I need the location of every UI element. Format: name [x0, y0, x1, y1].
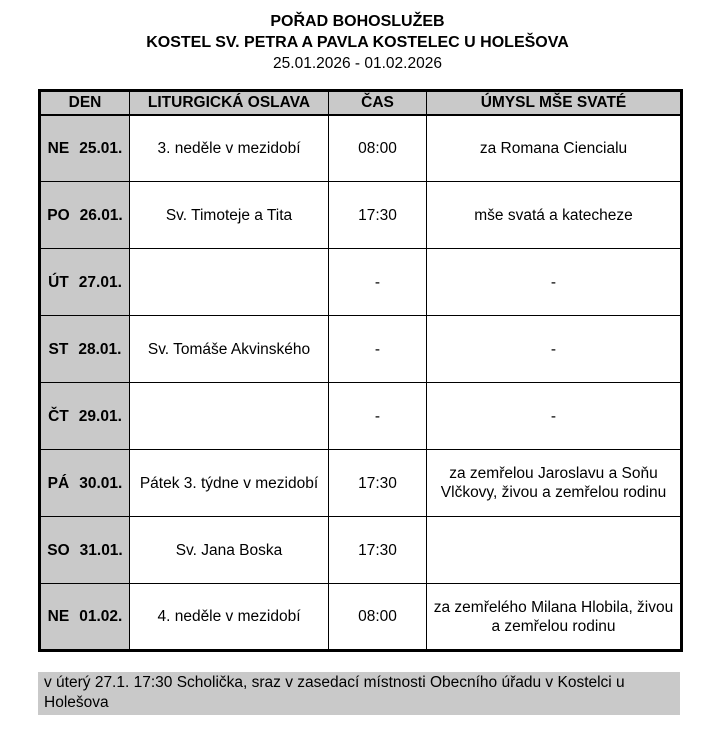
intention-cell: -: [426, 382, 682, 450]
table-row: NE 25.01. 3. neděle v mezidobí 08:00 za R…: [39, 114, 682, 182]
title-block: POŘAD BOHOSLUŽEB KOSTEL SV. PETRA A PAVL…: [0, 12, 715, 74]
time-cell: 08:00: [328, 114, 427, 182]
footer-note: v úterý 27.1. 17:30 Scholička, sraz v za…: [38, 672, 680, 715]
column-header-umysl: ÚMYSL MŠE SVATÉ: [426, 90, 682, 116]
table-row: PÁ 30.01. Pátek 3. týdne v mezidobí 17:30…: [39, 449, 682, 517]
intention-cell: za Romana Ciencialu: [426, 114, 682, 182]
day-date: 27.01.: [78, 273, 122, 291]
celebration-cell: Pátek 3. týdne v mezidobí: [129, 449, 329, 517]
day-date: 30.01.: [79, 474, 123, 492]
day-abbr: PÁ: [47, 474, 70, 492]
day-date: 29.01.: [78, 407, 122, 425]
day-cell: ČT 29.01.: [39, 382, 130, 450]
day-abbr: ST: [48, 340, 69, 358]
day-abbr: SO: [47, 541, 70, 559]
time-cell: 17:30: [328, 449, 427, 517]
day-abbr: NE: [47, 608, 70, 625]
intention-cell: -: [426, 248, 682, 316]
intention-cell: za zemřelého Milana Hlobila, živou a zem…: [426, 583, 682, 651]
celebration-cell: Sv. Tomáše Akvinského: [129, 315, 329, 383]
celebration-cell: 4. neděle v mezidobí: [129, 583, 329, 651]
time-cell: 17:30: [328, 516, 427, 584]
table-row: SO 31.01. Sv. Jana Boska 17:30: [39, 516, 682, 584]
day-cell: PO 26.01.: [39, 181, 130, 249]
day-cell: ST 28.01.: [39, 315, 130, 383]
intention-cell: -: [426, 315, 682, 383]
day-abbr: NE: [47, 139, 70, 157]
day-cell: NE 01.02.: [39, 583, 130, 651]
table-row: NE 01.02. 4. neděle v mezidobí 08:00 za z…: [39, 583, 682, 651]
column-header-cas: ČAS: [328, 90, 427, 116]
day-date: 01.02.: [79, 608, 123, 625]
celebration-cell: Sv. Jana Boska: [129, 516, 329, 584]
day-date: 25.01.: [79, 139, 123, 157]
time-cell: -: [328, 315, 427, 383]
celebration-cell: [129, 382, 329, 450]
celebration-cell: Sv. Timoteje a Tita: [129, 181, 329, 249]
date-range: 25.01.2026 - 01.02.2026: [273, 55, 442, 72]
column-header-liturgicka-oslava: LITURGICKÁ OSLAVA: [129, 90, 329, 116]
table-row: PO 26.01. Sv. Timoteje a Tita 17:30 mše s…: [39, 181, 682, 249]
intention-cell: za zemřelou Jaroslavu a Soňu Vlčkovy, ži…: [426, 449, 682, 517]
time-cell: 08:00: [328, 583, 427, 651]
page-subtitle: KOSTEL SV. PETRA A PAVLA KOSTELEC U HOLE…: [146, 34, 569, 51]
header-row: DEN LITURGICKÁ OSLAVA ČAS ÚMYSL MŠE SVAT…: [39, 90, 682, 116]
time-cell: -: [328, 382, 427, 450]
day-cell: ÚT 27.01.: [39, 248, 130, 316]
table-row: ST 28.01. Sv. Tomáše Akvinského - -: [39, 315, 682, 383]
intention-cell: [426, 516, 682, 584]
column-header-den: DEN: [39, 90, 130, 116]
schedule-table: DEN LITURGICKÁ OSLAVA ČAS ÚMYSL MŠE SVAT…: [38, 89, 683, 652]
celebration-cell: [129, 248, 329, 316]
day-abbr: ÚT: [48, 273, 69, 291]
day-date: 26.01.: [79, 206, 123, 224]
table-row: ČT 29.01. - -: [39, 382, 682, 450]
day-cell: PÁ 30.01.: [39, 449, 130, 517]
table-row: ÚT 27.01. - -: [39, 248, 682, 316]
day-date: 28.01.: [78, 340, 122, 358]
day-cell: SO 31.01.: [39, 516, 130, 584]
time-cell: 17:30: [328, 181, 427, 249]
day-cell: NE 25.01.: [39, 114, 130, 182]
celebration-cell: 3. neděle v mezidobí: [129, 114, 329, 182]
day-abbr: ČT: [48, 407, 69, 425]
page-title: POŘAD BOHOSLUŽEB: [270, 13, 445, 30]
day-abbr: PO: [47, 206, 70, 224]
intention-cell: mše svatá a katecheze: [426, 181, 682, 249]
day-date: 31.01.: [79, 541, 123, 559]
time-cell: -: [328, 248, 427, 316]
